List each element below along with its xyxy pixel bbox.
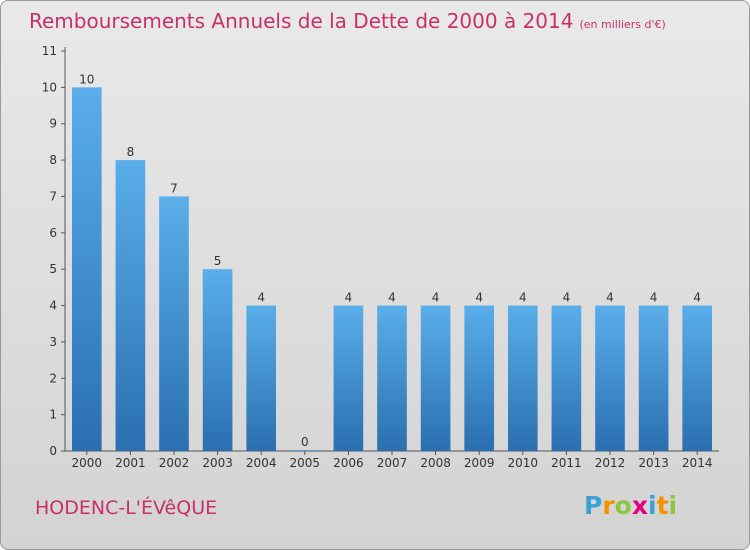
bar [420, 305, 451, 451]
x-tick-label: 2005 [290, 456, 321, 470]
y-tick-label: 8 [49, 153, 57, 167]
x-tick-label: 2011 [551, 456, 582, 470]
y-tick-label: 10 [42, 80, 57, 94]
y-tick-label: 4 [49, 299, 57, 313]
bar [595, 305, 625, 451]
x-tick-label: 2008 [420, 456, 451, 470]
bar [377, 305, 407, 451]
x-tick-label: 2007 [377, 456, 408, 470]
bar [246, 305, 277, 451]
y-tick-label: 6 [49, 226, 57, 240]
bar-value-label: 5 [214, 254, 222, 268]
x-tick-label: 2013 [638, 456, 669, 470]
x-tick-label: 2012 [595, 456, 626, 470]
logo-letter: x [631, 491, 648, 520]
bar-value-label: 4 [475, 291, 483, 305]
x-tick-label: 2010 [508, 456, 539, 470]
logo-letter: P [584, 491, 603, 520]
bar [202, 269, 233, 451]
logo-letter: i [648, 491, 657, 520]
bar-value-label: 7 [170, 181, 178, 195]
bar [507, 305, 538, 451]
x-tick-label: 2006 [333, 456, 364, 470]
bar [551, 305, 582, 451]
x-tick-label: 2003 [202, 456, 233, 470]
x-tick-label: 2002 [159, 456, 190, 470]
chart-title-text: Remboursements Annuels de la Dette de 20… [29, 9, 574, 33]
bar-value-label: 8 [127, 145, 135, 159]
bar [682, 305, 713, 451]
x-tick-label: 2000 [72, 456, 103, 470]
bar [159, 196, 189, 451]
y-tick-label: 2 [49, 371, 57, 385]
bar-value-label: 0 [301, 435, 309, 449]
x-tick-label: 2009 [464, 456, 495, 470]
proxiti-logo: Proxiti [584, 491, 677, 520]
y-tick-label: 7 [49, 189, 57, 203]
bar-value-label: 4 [345, 291, 353, 305]
bar-value-label: 4 [388, 291, 396, 305]
bar-value-label: 10 [79, 72, 94, 86]
logo-letter: o [614, 491, 632, 520]
bar-value-label: 4 [606, 291, 614, 305]
bar [638, 305, 669, 451]
x-tick-label: 2004 [246, 456, 277, 470]
y-tick-label: 9 [49, 117, 57, 131]
x-tick-label: 2014 [682, 456, 713, 470]
bar-value-label: 4 [693, 291, 701, 305]
y-tick-label: 11 [42, 44, 57, 58]
chart-title: Remboursements Annuels de la Dette de 20… [29, 9, 666, 33]
bar [71, 87, 102, 451]
bar [115, 160, 146, 451]
bar [464, 305, 495, 451]
bar [333, 305, 364, 451]
bar-value-label: 4 [432, 291, 440, 305]
chart-unit: (en milliers d'€) [579, 18, 666, 31]
bar-value-label: 4 [563, 291, 571, 305]
y-tick-label: 0 [49, 444, 57, 458]
logo-letter: i [668, 491, 678, 520]
bar-value-label: 4 [650, 291, 658, 305]
y-tick-label: 3 [49, 335, 57, 349]
bar-value-label: 4 [519, 291, 527, 305]
commune-name: HODENC-L'ÉVêQUE [35, 497, 218, 519]
logo-letter: t [656, 491, 669, 520]
bar-value-label: 4 [257, 291, 265, 305]
x-tick-label: 2001 [115, 456, 146, 470]
y-tick-label: 5 [49, 262, 57, 276]
logo-letter: r [602, 491, 615, 520]
bar [289, 450, 320, 451]
y-tick-label: 1 [49, 408, 57, 422]
